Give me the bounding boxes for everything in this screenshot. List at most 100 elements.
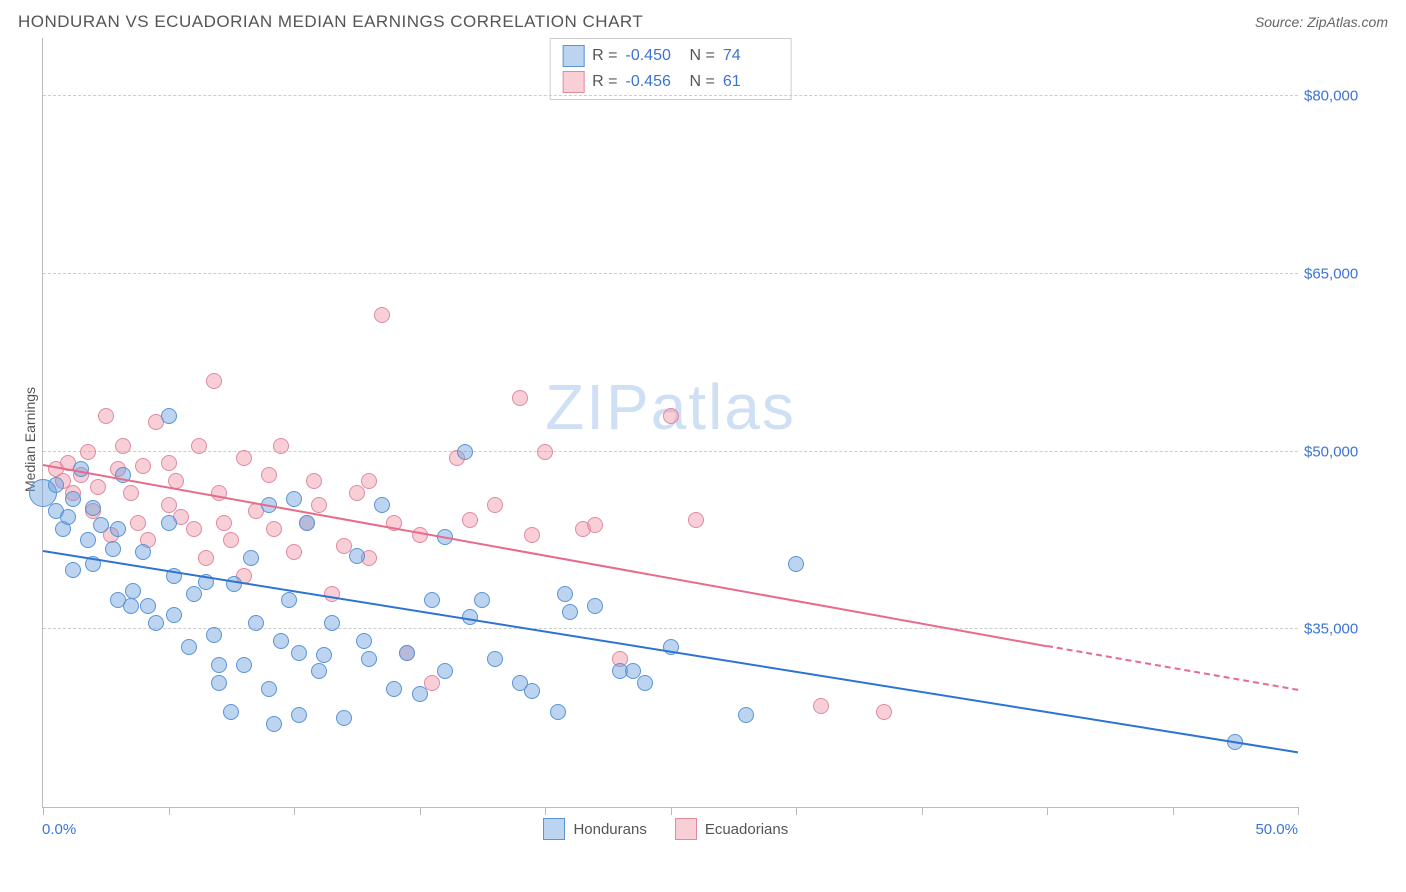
data-point-hondurans xyxy=(223,704,239,720)
data-point-ecuadorians xyxy=(524,527,540,543)
data-point-ecuadorians xyxy=(80,444,96,460)
data-point-hondurans xyxy=(135,544,151,560)
scatter-plot: ZIPatlas R = -0.450 N = 74 R = -0.456 N … xyxy=(42,38,1298,808)
data-point-hondurans xyxy=(399,645,415,661)
y-tick-label: $50,000 xyxy=(1304,443,1376,460)
data-point-hondurans xyxy=(80,532,96,548)
data-point-hondurans xyxy=(286,491,302,507)
data-point-ecuadorians xyxy=(266,521,282,537)
x-tick xyxy=(1047,807,1048,815)
data-point-ecuadorians xyxy=(361,473,377,489)
data-point-hondurans xyxy=(261,681,277,697)
data-point-hondurans xyxy=(206,627,222,643)
data-point-hondurans xyxy=(166,607,182,623)
gridline xyxy=(43,628,1298,629)
data-point-hondurans xyxy=(550,704,566,720)
data-point-ecuadorians xyxy=(135,458,151,474)
source-label: Source: ZipAtlas.com xyxy=(1255,14,1388,30)
data-point-hondurans xyxy=(281,592,297,608)
x-tick xyxy=(796,807,797,815)
chart-title: HONDURAN VS ECUADORIAN MEDIAN EARNINGS C… xyxy=(18,12,643,32)
y-tick-label: $35,000 xyxy=(1304,621,1376,638)
gridline xyxy=(43,451,1298,452)
gridline xyxy=(43,95,1298,96)
legend-item-hondurans: Hondurans xyxy=(543,818,646,840)
data-point-hondurans xyxy=(161,515,177,531)
data-point-ecuadorians xyxy=(236,450,252,466)
data-point-hondurans xyxy=(374,497,390,513)
data-point-hondurans xyxy=(236,657,252,673)
swatch-pink xyxy=(675,818,697,840)
data-point-ecuadorians xyxy=(349,485,365,501)
data-point-ecuadorians xyxy=(587,517,603,533)
data-point-ecuadorians xyxy=(115,438,131,454)
n-value-blue: 74 xyxy=(723,47,779,65)
x-tick xyxy=(1173,807,1174,815)
data-point-ecuadorians xyxy=(286,544,302,560)
x-axis-min-label: 0.0% xyxy=(42,821,76,838)
stats-row-blue: R = -0.450 N = 74 xyxy=(562,43,779,69)
swatch-blue xyxy=(543,818,565,840)
data-point-hondurans xyxy=(356,633,372,649)
data-point-hondurans xyxy=(311,663,327,679)
data-point-hondurans xyxy=(248,615,264,631)
data-point-ecuadorians xyxy=(123,485,139,501)
data-point-ecuadorians xyxy=(424,675,440,691)
data-point-hondurans xyxy=(243,550,259,566)
data-point-ecuadorians xyxy=(311,497,327,513)
data-point-hondurans xyxy=(161,408,177,424)
data-point-ecuadorians xyxy=(306,473,322,489)
data-point-hondurans xyxy=(226,576,242,592)
y-tick-label: $80,000 xyxy=(1304,88,1376,105)
data-point-hondurans xyxy=(273,633,289,649)
data-point-ecuadorians xyxy=(206,373,222,389)
data-point-hondurans xyxy=(324,615,340,631)
data-point-hondurans xyxy=(524,683,540,699)
correlation-stats-box: R = -0.450 N = 74 R = -0.456 N = 61 xyxy=(549,38,792,100)
data-point-ecuadorians xyxy=(98,408,114,424)
data-point-ecuadorians xyxy=(537,444,553,460)
x-tick xyxy=(169,807,170,815)
data-point-hondurans xyxy=(457,444,473,460)
data-point-hondurans xyxy=(788,556,804,572)
data-point-hondurans xyxy=(65,491,81,507)
data-point-ecuadorians xyxy=(462,512,478,528)
data-point-hondurans xyxy=(424,592,440,608)
x-tick xyxy=(1298,807,1299,815)
n-value-pink: 61 xyxy=(723,73,779,91)
data-point-hondurans xyxy=(557,586,573,602)
r-value-pink: -0.456 xyxy=(626,73,682,91)
data-point-ecuadorians xyxy=(130,515,146,531)
data-point-hondurans xyxy=(181,639,197,655)
data-point-hondurans xyxy=(291,645,307,661)
data-point-ecuadorians xyxy=(813,698,829,714)
swatch-blue xyxy=(562,45,584,67)
x-tick xyxy=(545,807,546,815)
data-point-hondurans xyxy=(125,583,141,599)
legend: Hondurans Ecuadorians xyxy=(76,818,1255,840)
stats-row-pink: R = -0.456 N = 61 xyxy=(562,69,779,95)
y-tick-label: $65,000 xyxy=(1304,265,1376,282)
data-point-hondurans xyxy=(474,592,490,608)
data-point-hondurans xyxy=(93,517,109,533)
data-point-hondurans xyxy=(148,615,164,631)
data-point-hondurans xyxy=(110,521,126,537)
data-point-hondurans xyxy=(361,651,377,667)
data-point-ecuadorians xyxy=(374,307,390,323)
data-point-ecuadorians xyxy=(273,438,289,454)
data-point-hondurans xyxy=(140,598,156,614)
x-tick xyxy=(420,807,421,815)
data-point-hondurans xyxy=(60,509,76,525)
data-point-hondurans xyxy=(48,477,64,493)
data-point-hondurans xyxy=(386,681,402,697)
data-point-ecuadorians xyxy=(876,704,892,720)
data-point-hondurans xyxy=(487,651,503,667)
swatch-pink xyxy=(562,71,584,93)
data-point-hondurans xyxy=(738,707,754,723)
data-point-hondurans xyxy=(562,604,578,620)
gridline xyxy=(43,273,1298,274)
data-point-ecuadorians xyxy=(512,390,528,406)
trendline-ecuadorians xyxy=(43,464,1047,647)
x-tick xyxy=(922,807,923,815)
data-point-hondurans xyxy=(211,675,227,691)
